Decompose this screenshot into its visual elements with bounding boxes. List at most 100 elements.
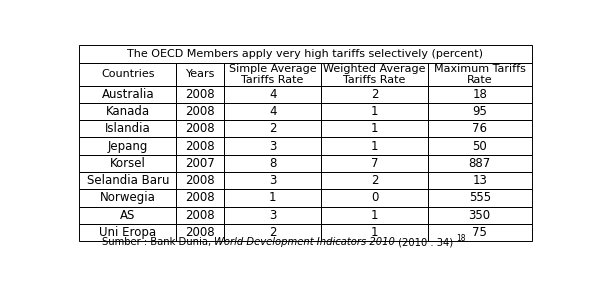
Bar <box>224 103 321 120</box>
Bar <box>176 172 224 189</box>
Bar <box>79 224 176 241</box>
Text: 2: 2 <box>371 174 378 187</box>
Bar <box>224 207 321 224</box>
Text: 887: 887 <box>468 157 491 170</box>
Text: 3: 3 <box>269 174 277 187</box>
Text: Countries: Countries <box>101 69 154 79</box>
Bar <box>321 172 428 189</box>
Text: 95: 95 <box>472 105 487 118</box>
Text: 2008: 2008 <box>185 209 215 222</box>
Bar <box>79 86 176 103</box>
Text: 7: 7 <box>371 157 378 170</box>
Bar <box>321 137 428 155</box>
Bar <box>224 189 321 207</box>
Bar <box>224 63 321 86</box>
Text: 2008: 2008 <box>185 140 215 152</box>
Bar <box>79 172 176 189</box>
Bar <box>321 63 428 86</box>
Text: AS: AS <box>120 209 135 222</box>
Bar <box>428 189 532 207</box>
Text: 76: 76 <box>472 122 487 135</box>
Bar <box>176 189 224 207</box>
Bar <box>428 63 532 86</box>
Bar <box>224 172 321 189</box>
Bar <box>79 137 176 155</box>
Text: 2008: 2008 <box>185 105 215 118</box>
Bar <box>79 45 532 63</box>
Text: Sumber : Bank Dunia,: Sumber : Bank Dunia, <box>103 237 215 247</box>
Bar <box>176 86 224 103</box>
Text: 50: 50 <box>473 140 487 152</box>
Bar <box>176 155 224 172</box>
Text: 4: 4 <box>269 88 277 101</box>
Bar <box>224 120 321 137</box>
Bar <box>321 224 428 241</box>
Text: 1: 1 <box>269 191 277 204</box>
Text: 2008: 2008 <box>185 174 215 187</box>
Text: 2: 2 <box>269 122 277 135</box>
Text: Islandia: Islandia <box>105 122 151 135</box>
Text: World Development Indicators 2010: World Development Indicators 2010 <box>215 237 395 247</box>
Bar <box>79 189 176 207</box>
Text: Kanada: Kanada <box>105 105 150 118</box>
Text: 555: 555 <box>468 191 491 204</box>
Text: 1: 1 <box>371 122 378 135</box>
Text: 2008: 2008 <box>185 191 215 204</box>
Bar <box>176 137 224 155</box>
Bar <box>224 224 321 241</box>
Text: 1: 1 <box>371 209 378 222</box>
Text: 2: 2 <box>371 88 378 101</box>
Bar <box>79 120 176 137</box>
Text: Maximum Tariffs
Rate: Maximum Tariffs Rate <box>434 63 526 85</box>
Bar <box>79 155 176 172</box>
Text: Years: Years <box>185 69 215 79</box>
Text: 1: 1 <box>371 105 378 118</box>
Text: 2008: 2008 <box>185 122 215 135</box>
Bar <box>321 207 428 224</box>
Text: 75: 75 <box>472 226 487 239</box>
Bar <box>176 224 224 241</box>
Text: Selandia Baru: Selandia Baru <box>86 174 169 187</box>
Text: Jepang: Jepang <box>108 140 148 152</box>
Bar <box>428 224 532 241</box>
Text: Uni Eropa: Uni Eropa <box>99 226 156 239</box>
Text: Norwegia: Norwegia <box>100 191 156 204</box>
Bar <box>321 86 428 103</box>
Text: 2008: 2008 <box>185 88 215 101</box>
Bar <box>428 172 532 189</box>
Bar <box>224 155 321 172</box>
Text: 3: 3 <box>269 140 277 152</box>
Bar <box>428 120 532 137</box>
Text: 4: 4 <box>269 105 277 118</box>
Bar <box>321 120 428 137</box>
Bar <box>224 86 321 103</box>
Text: 18: 18 <box>472 88 487 101</box>
Bar <box>428 137 532 155</box>
Bar <box>176 120 224 137</box>
Text: 8: 8 <box>269 157 277 170</box>
Text: Australia: Australia <box>101 88 154 101</box>
Text: 3: 3 <box>269 209 277 222</box>
Text: (2010 : 34): (2010 : 34) <box>395 237 454 247</box>
Bar <box>321 189 428 207</box>
Text: 2007: 2007 <box>185 157 215 170</box>
Text: The OECD Members apply very high tariffs selectively (percent): The OECD Members apply very high tariffs… <box>128 49 483 59</box>
Bar <box>176 63 224 86</box>
Bar <box>321 155 428 172</box>
Text: 1: 1 <box>371 226 378 239</box>
Bar <box>79 207 176 224</box>
Bar <box>79 63 176 86</box>
Text: 350: 350 <box>468 209 491 222</box>
Text: 18: 18 <box>456 234 465 243</box>
Bar <box>428 103 532 120</box>
Text: Korsel: Korsel <box>110 157 145 170</box>
Bar <box>224 137 321 155</box>
Bar <box>321 103 428 120</box>
Text: 2: 2 <box>269 226 277 239</box>
Text: Weighted Average
Tariffs Rate: Weighted Average Tariffs Rate <box>323 63 426 85</box>
Bar <box>79 103 176 120</box>
Bar <box>428 207 532 224</box>
Bar <box>176 207 224 224</box>
Bar <box>428 86 532 103</box>
Text: 1: 1 <box>371 140 378 152</box>
